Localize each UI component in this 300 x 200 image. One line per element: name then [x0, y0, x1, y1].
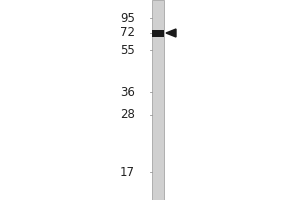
Text: 17: 17 — [120, 166, 135, 178]
Bar — [152, 0, 164, 200]
Bar — [152, 29, 164, 36]
Text: 36: 36 — [120, 86, 135, 98]
Text: 28: 28 — [120, 108, 135, 121]
Text: 95: 95 — [120, 11, 135, 24]
Polygon shape — [166, 29, 176, 37]
Text: 55: 55 — [120, 44, 135, 56]
Text: 72: 72 — [120, 26, 135, 40]
